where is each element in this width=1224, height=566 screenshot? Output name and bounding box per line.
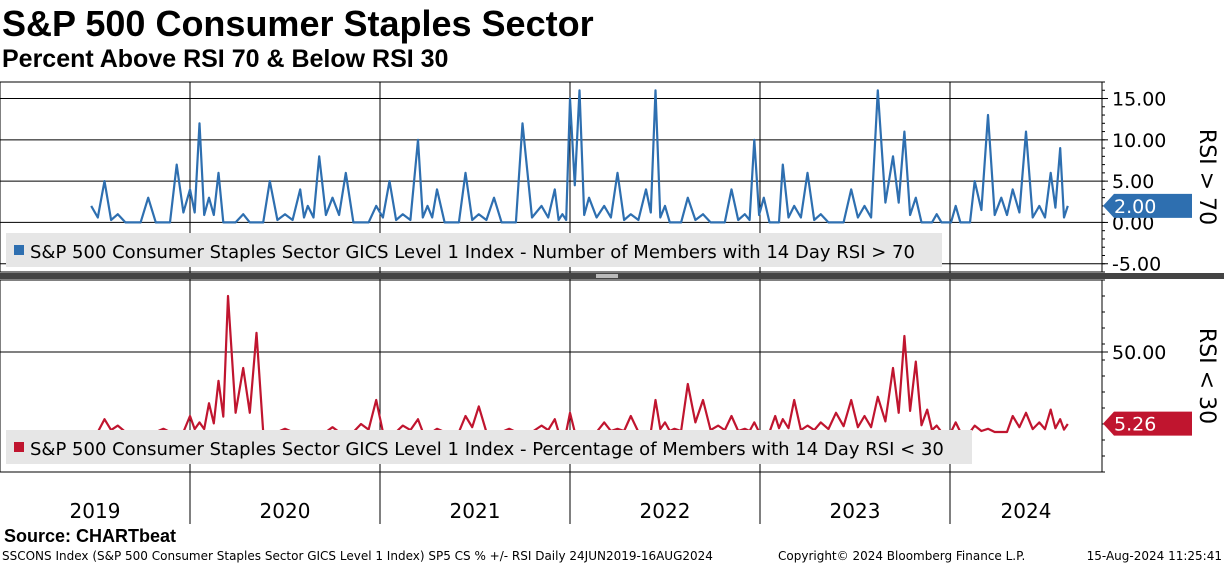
year-label-2022: 2022 (640, 499, 691, 523)
bottom-legend-label: S&P 500 Consumer Staples Sector GICS Lev… (30, 439, 944, 460)
year-label-2023: 2023 (830, 499, 881, 523)
top-legend-swatch (14, 245, 24, 255)
top-y-ticks: 15.00 10.00 5.00 0.00 -5.00 (1102, 81, 1166, 276)
bottom-series-group (91, 294, 1069, 434)
chart-subtitle: Percent Above RSI 70 & Below RSI 30 (2, 45, 449, 73)
x-axis-year-labels: 2019 2020 2021 2022 2023 2024 (70, 499, 1052, 523)
source-note: Source: CHARTbeat (4, 526, 177, 546)
series-line-bottom (91, 294, 1069, 434)
y-tick-label-5.00: 5.00 (1112, 171, 1154, 193)
footer-copyright: Copyright© 2024 Bloomberg Finance L.P. (778, 549, 1026, 563)
year-label-2021: 2021 (450, 499, 501, 523)
y-tick-label-15.00: 15.00 (1112, 89, 1166, 111)
chart-title: S&P 500 Consumer Staples Sector (2, 3, 594, 44)
top-legend-label: S&P 500 Consumer Staples Sector GICS Lev… (30, 242, 915, 263)
bottom-legend-box (6, 430, 972, 464)
year-label-2020: 2020 (260, 499, 311, 523)
top-legend-box (6, 233, 942, 267)
bottom-last-value: 5.26 (1114, 414, 1156, 436)
series-line-top (90, 89, 1069, 224)
top-panel-frame (0, 81, 1103, 273)
y-tick-label-50.00: 50.00 (1112, 342, 1166, 364)
y-tick-label-0.00: 0.00 (1112, 212, 1154, 234)
top-last-value-flag: 2.00 (1103, 193, 1192, 218)
y-tick-label--5.00: -5.00 (1112, 254, 1161, 276)
top-last-value: 2.00 (1114, 196, 1156, 218)
bottom-legend-swatch (14, 442, 24, 452)
footer-description: SSCONS Index (S&P 500 Consumer Staples S… (2, 549, 713, 563)
year-label-2024: 2024 (1001, 499, 1052, 523)
top-y-axis-title: RSI > 70 (1194, 129, 1219, 225)
bottom-y-ticks: 50.00 (1102, 279, 1166, 473)
bottom-last-value-flag: 5.26 (1103, 411, 1192, 436)
y-tick-label-10.00: 10.00 (1112, 130, 1166, 152)
bottom-y-axis-title: RSI < 30 (1194, 328, 1219, 424)
top-series-group (90, 89, 1069, 224)
divider-handle[interactable] (596, 274, 618, 278)
footer-timestamp: 15-Aug-2024 11:25:41 (1086, 549, 1222, 563)
year-label-2019: 2019 (70, 499, 121, 523)
